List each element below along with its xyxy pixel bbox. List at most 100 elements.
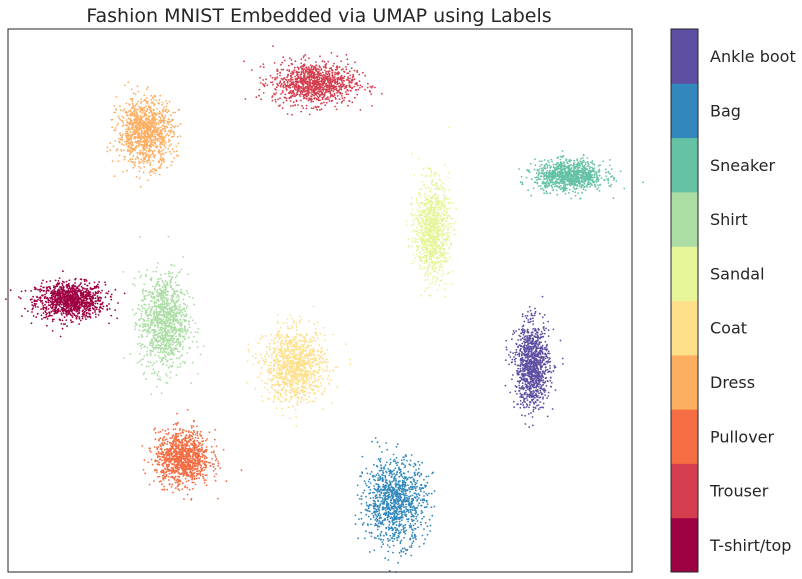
data-point [60, 303, 63, 306]
data-point [160, 445, 162, 448]
data-point [158, 127, 161, 129]
data-point [305, 98, 308, 100]
data-point [346, 58, 349, 61]
data-point [310, 377, 312, 380]
data-point [352, 73, 354, 76]
data-point [189, 450, 192, 452]
data-point [117, 115, 120, 118]
data-point [317, 74, 319, 76]
data-point [56, 311, 58, 314]
data-point [70, 321, 73, 324]
data-point [136, 85, 139, 88]
data-point [59, 310, 62, 312]
data-point [136, 140, 139, 143]
data-point [210, 451, 213, 454]
data-point [305, 334, 308, 336]
data-point [268, 355, 270, 357]
data-point [333, 88, 336, 91]
data-point [151, 168, 154, 171]
data-point [292, 361, 295, 364]
data-point [283, 77, 285, 80]
data-point [129, 141, 132, 144]
data-point [309, 64, 312, 66]
data-point [161, 429, 164, 431]
data-point [168, 441, 171, 444]
data-point [276, 76, 279, 79]
data-point [166, 470, 168, 473]
data-point [54, 279, 57, 282]
data-point [314, 87, 316, 90]
data-point [154, 438, 157, 441]
data-point [315, 75, 318, 78]
data-point [185, 430, 188, 433]
data-point [315, 106, 318, 109]
data-point [279, 80, 282, 82]
data-point [143, 113, 146, 116]
data-point [325, 70, 328, 73]
data-point [88, 315, 90, 318]
data-point [313, 79, 316, 82]
data-point [320, 384, 323, 387]
data-point [369, 85, 372, 88]
data-point [65, 319, 68, 321]
data-point [166, 102, 169, 105]
data-point [380, 92, 383, 95]
data-point [271, 99, 274, 102]
data-point [139, 140, 142, 143]
data-point [345, 68, 348, 71]
data-point [255, 353, 257, 355]
data-point [185, 445, 188, 448]
data-point [56, 303, 59, 306]
data-point [59, 300, 62, 303]
data-point [331, 72, 334, 74]
data-point [71, 300, 74, 302]
data-point [140, 127, 142, 130]
data-point [264, 82, 267, 85]
data-point [284, 96, 287, 99]
data-point [168, 472, 171, 475]
data-point [346, 88, 349, 91]
data-point [67, 287, 70, 290]
data-point [139, 167, 142, 170]
data-point [192, 481, 195, 484]
data-point [345, 91, 347, 93]
data-point [329, 90, 331, 93]
data-point [306, 85, 309, 88]
data-point [148, 137, 151, 139]
data-point [326, 73, 329, 76]
data-point [169, 456, 171, 459]
data-point [334, 71, 336, 74]
data-point [140, 134, 143, 137]
data-point [320, 89, 322, 92]
data-point [151, 131, 154, 134]
data-point [53, 300, 56, 302]
data-point [127, 142, 130, 145]
data-point [329, 96, 332, 98]
data-point [147, 179, 150, 182]
data-point [175, 460, 178, 463]
data-point [287, 85, 289, 87]
data-point [138, 165, 140, 168]
data-point [31, 301, 33, 304]
data-point [160, 470, 162, 473]
data-point [82, 314, 85, 316]
data-point [318, 363, 320, 366]
data-point [335, 89, 338, 92]
data-point [146, 110, 148, 112]
data-point [159, 443, 162, 446]
data-point [196, 430, 199, 433]
data-point [147, 156, 150, 159]
data-point [164, 129, 167, 132]
data-point [70, 319, 72, 322]
data-point [185, 434, 188, 437]
data-point [243, 60, 246, 63]
data-point [291, 63, 294, 66]
data-point [265, 360, 268, 363]
data-point [143, 94, 146, 97]
data-point [62, 306, 65, 309]
data-point [117, 160, 120, 163]
data-point [359, 86, 361, 89]
data-point [58, 301, 61, 303]
data-point [152, 159, 155, 162]
